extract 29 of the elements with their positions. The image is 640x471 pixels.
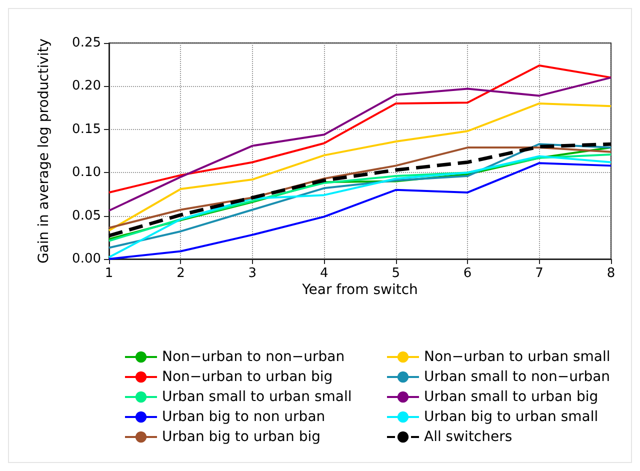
y-axis-title: Gain in average log productivity — [36, 38, 52, 264]
x-axis-title: Year from switch — [301, 282, 418, 298]
y-tick-label: 0.25 — [72, 36, 101, 50]
x-tick-label: 5 — [392, 266, 400, 281]
line-series — [108, 102, 612, 232]
x-tick-label: 2 — [176, 266, 185, 281]
x-tick-label: 4 — [320, 266, 328, 281]
x-tick-label: 7 — [535, 266, 544, 281]
y-tick-label: 0.05 — [72, 208, 101, 224]
legend-label: Urban small to non−urban — [424, 369, 610, 385]
line-series — [108, 64, 612, 194]
x-tick-label: 8 — [606, 266, 616, 281]
x-tick-label: 3 — [248, 266, 257, 281]
legend-label: Urban big to urban big — [162, 429, 320, 445]
legend-label: Urban small to urban small — [162, 389, 352, 405]
legend-label: Urban big to urban small — [424, 409, 598, 425]
line-series — [108, 76, 612, 212]
legend-label: Non−urban to urban big — [162, 369, 333, 385]
y-tick-label: 0.20 — [72, 78, 101, 94]
legend-label: All switchers — [424, 429, 512, 445]
y-tick-label: 0.00 — [72, 252, 101, 266]
legend-label: Non−urban to non−urban — [162, 349, 345, 365]
legend-label: Non−urban to urban small — [424, 349, 610, 365]
x-tick-label: 1 — [104, 266, 114, 281]
legend-label: Urban small to urban big — [424, 389, 598, 405]
y-tick-label: 0.15 — [72, 122, 101, 137]
legend-label: Urban big to non urban — [162, 409, 326, 425]
y-tick-label: 0.10 — [72, 165, 101, 180]
x-tick-label: 6 — [463, 266, 472, 281]
